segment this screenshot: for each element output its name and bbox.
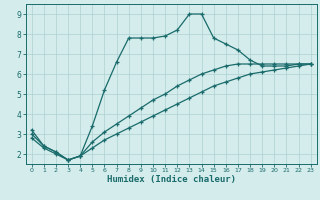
X-axis label: Humidex (Indice chaleur): Humidex (Indice chaleur) — [107, 175, 236, 184]
